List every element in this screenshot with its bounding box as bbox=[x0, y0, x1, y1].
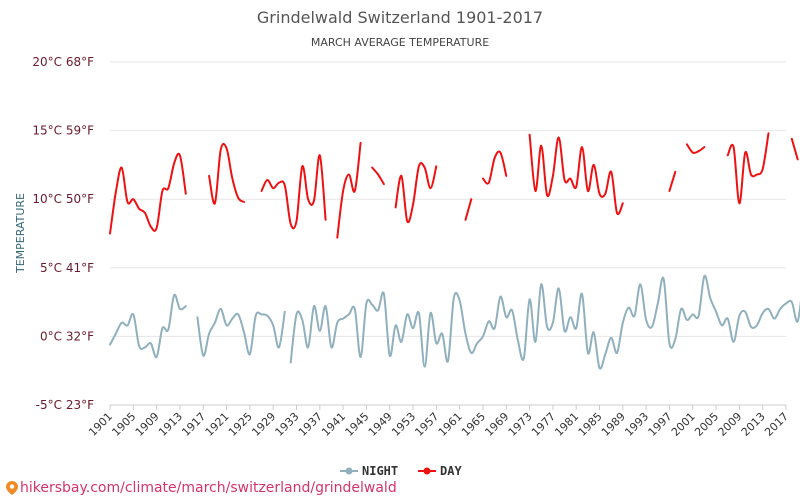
series-line-day bbox=[464, 198, 473, 221]
series-line-day bbox=[685, 143, 706, 154]
series-line-day bbox=[726, 132, 770, 205]
x-tick-label: 1989 bbox=[599, 410, 628, 439]
y-tick-label: 10°C 50°F bbox=[32, 192, 94, 206]
x-tick-label: 1921 bbox=[203, 410, 232, 439]
x-tick-label: 1973 bbox=[506, 410, 535, 439]
x-tick-label: 1949 bbox=[366, 410, 395, 439]
series-line-night bbox=[289, 274, 800, 370]
series-line-day bbox=[482, 150, 508, 185]
series-line-day bbox=[109, 152, 187, 235]
x-tick-label: 1961 bbox=[436, 410, 465, 439]
legend-night-label: NIGHT bbox=[362, 464, 398, 478]
y-tick-label: -5°C 23°F bbox=[36, 398, 94, 412]
x-tick-label: 2017 bbox=[762, 410, 791, 439]
series-night bbox=[109, 274, 800, 370]
x-tick-label: 1905 bbox=[109, 410, 138, 439]
series-line-day bbox=[528, 133, 624, 216]
x-tick-label: 1929 bbox=[249, 410, 278, 439]
series-line-day bbox=[260, 154, 327, 230]
x-tick-label: 1913 bbox=[156, 410, 185, 439]
series-line-night bbox=[109, 293, 187, 359]
series-line-day bbox=[790, 137, 799, 161]
x-tick-label: 1901 bbox=[86, 410, 115, 439]
y-tick-label: 20°C 68°F bbox=[32, 55, 94, 69]
x-tick-label: 1941 bbox=[319, 410, 348, 439]
x-tick-label: 1997 bbox=[646, 410, 675, 439]
x-tick-label: 1965 bbox=[459, 410, 488, 439]
series-line-day bbox=[371, 166, 385, 186]
grid bbox=[110, 61, 786, 406]
series-line-day bbox=[208, 142, 245, 205]
x-tick-label: 1957 bbox=[412, 410, 441, 439]
legend-item-night[interactable]: NIGHT bbox=[340, 464, 398, 478]
x-tick-label: 2009 bbox=[716, 410, 745, 439]
location-pin-icon bbox=[6, 481, 18, 495]
x-tick-label: 2013 bbox=[739, 410, 768, 439]
x-tick-label: 1925 bbox=[226, 410, 255, 439]
watermark[interactable]: hikersbay.com/climate/march/switzerland/… bbox=[6, 480, 397, 496]
series bbox=[109, 132, 800, 370]
x-tick-label: 2005 bbox=[692, 410, 721, 439]
x-tick-label: 1993 bbox=[622, 410, 651, 439]
y-tick-label: 5°C 41°F bbox=[40, 261, 94, 275]
y-axis-ticks: 20°C 68°F 15°C 59°F 10°C 50°F 5°C 41°F 0°C 3… bbox=[32, 55, 94, 412]
x-tick-label: 2001 bbox=[669, 410, 698, 439]
x-tick-label: 1937 bbox=[296, 410, 325, 439]
x-tick-label: 1953 bbox=[389, 410, 418, 439]
series-line-day bbox=[668, 170, 677, 192]
series-line-day bbox=[394, 162, 438, 224]
legend[interactable]: NIGHT DAY bbox=[340, 464, 462, 478]
series-day bbox=[109, 132, 799, 239]
y-tick-label: 0°C 32°F bbox=[40, 329, 94, 343]
legend-day-label: DAY bbox=[440, 464, 462, 478]
watermark-link[interactable]: hikersbay.com/climate/march/switzerland/… bbox=[20, 480, 397, 496]
x-tick-label: 1977 bbox=[529, 410, 558, 439]
x-tick-label: 1909 bbox=[133, 410, 162, 439]
legend-item-day[interactable]: DAY bbox=[418, 464, 462, 478]
x-tick-label: 1981 bbox=[552, 410, 581, 439]
chart-title: Grindelwald Switzerland 1901-2017 bbox=[257, 8, 543, 27]
series-line-night bbox=[196, 308, 286, 357]
x-tick-label: 1945 bbox=[343, 410, 372, 439]
chart-subtitle: MARCH AVERAGE TEMPERATURE bbox=[311, 36, 489, 49]
x-axis-ticks: 1901190519091913191719211925192919331937… bbox=[86, 404, 791, 439]
x-tick-label: 1969 bbox=[482, 410, 511, 439]
y-tick-label: 15°C 59°F bbox=[32, 124, 94, 138]
series-line-day bbox=[336, 141, 362, 239]
x-tick-label: 1985 bbox=[576, 410, 605, 439]
x-tick-label: 1917 bbox=[179, 410, 208, 439]
y-axis-label: TEMPERATURE bbox=[14, 193, 27, 274]
x-tick-label: 1933 bbox=[273, 410, 302, 439]
